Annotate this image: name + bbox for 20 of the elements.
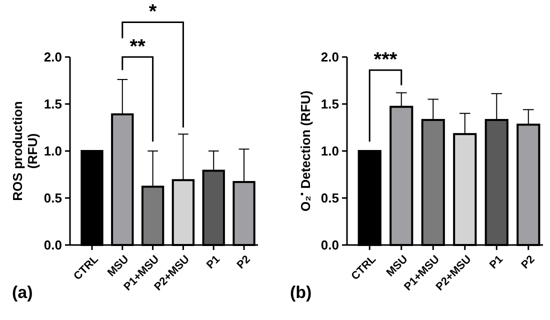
y-tick-label: 0.5	[44, 190, 62, 206]
y-tick-label: 1.5	[44, 96, 62, 112]
y-tick-label: 1.5	[320, 96, 339, 112]
text: (b)	[290, 283, 312, 302]
x-tick-label: P1	[487, 253, 506, 272]
y-tick-label: 1.0	[320, 144, 339, 159]
y-tick-label: 0.5	[320, 190, 339, 206]
y-tick-label: 1.0	[44, 144, 62, 159]
annotation: **	[130, 36, 146, 58]
y-tick-label: 2.0	[320, 50, 339, 65]
y-tick-label: 0.0	[44, 238, 62, 253]
x-tick-label: P2	[519, 253, 538, 272]
text: (a)	[12, 283, 33, 302]
annotation: ***	[374, 49, 398, 72]
y-tick-label: 2.0	[44, 50, 62, 65]
x-tick-label: P2	[234, 253, 253, 272]
y-tick-label: 0.0	[320, 238, 339, 253]
y-axis-title: ROS production (RFU)	[10, 101, 40, 201]
x-tick-label: P1	[204, 253, 222, 272]
text: *	[148, 1, 157, 24]
